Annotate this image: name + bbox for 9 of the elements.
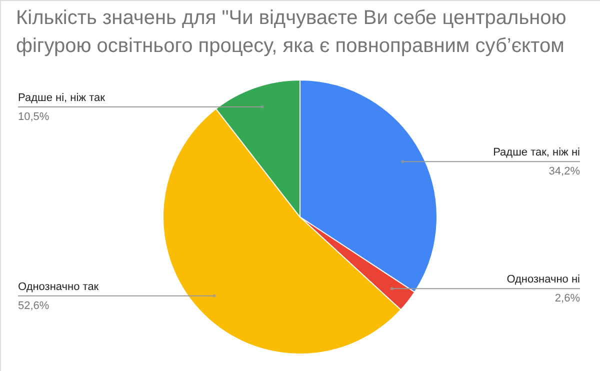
data-label: 10,5% [18,110,50,123]
data-label: 34,2% [548,166,580,178]
data-label: 2,6% [554,292,580,305]
slice-label: Однозначно так [18,280,99,293]
chart-title: Кількість значень для "Чи відчуваєте Ви себе центральною фігурою освітнього процесу, яка є повноправним суб’єктом [16,7,566,57]
slice-label: Радше так, ніж ні [493,146,580,159]
slice-label: Однозначно ні [506,274,580,286]
slice-label: Радше ні, ніж так [18,92,106,104]
data-label: 52,6% [18,300,50,312]
